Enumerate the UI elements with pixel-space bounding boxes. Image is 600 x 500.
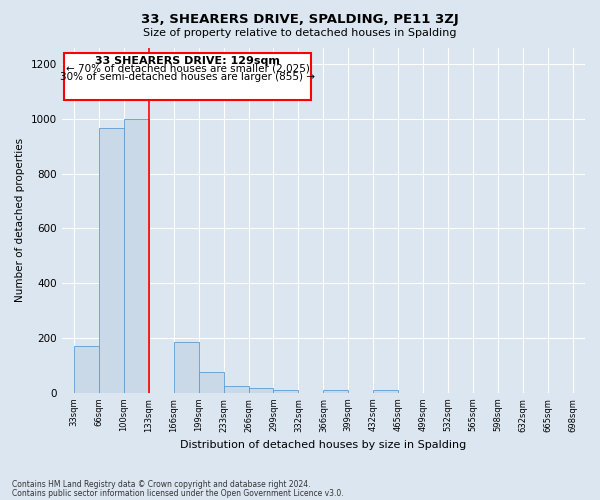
Bar <box>64 53 311 100</box>
Bar <box>74 346 99 393</box>
Text: Size of property relative to detached houses in Spalding: Size of property relative to detached ho… <box>143 28 457 38</box>
Text: 33 SHEARERS DRIVE: 129sqm: 33 SHEARERS DRIVE: 129sqm <box>95 56 280 66</box>
Text: Contains HM Land Registry data © Crown copyright and database right 2024.: Contains HM Land Registry data © Crown c… <box>12 480 311 489</box>
Bar <box>174 342 199 393</box>
Bar <box>224 386 248 393</box>
Bar <box>373 390 398 393</box>
Bar <box>124 119 149 393</box>
Bar <box>99 128 124 393</box>
Text: Contains public sector information licensed under the Open Government Licence v3: Contains public sector information licen… <box>12 488 344 498</box>
Bar <box>248 388 274 393</box>
X-axis label: Distribution of detached houses by size in Spalding: Distribution of detached houses by size … <box>180 440 466 450</box>
Bar <box>323 390 348 393</box>
Text: ← 70% of detached houses are smaller (2,025): ← 70% of detached houses are smaller (2,… <box>65 64 310 74</box>
Bar <box>199 372 224 393</box>
Text: 30% of semi-detached houses are larger (855) →: 30% of semi-detached houses are larger (… <box>60 72 315 82</box>
Text: 33, SHEARERS DRIVE, SPALDING, PE11 3ZJ: 33, SHEARERS DRIVE, SPALDING, PE11 3ZJ <box>141 12 459 26</box>
Y-axis label: Number of detached properties: Number of detached properties <box>15 138 25 302</box>
Bar <box>274 390 298 393</box>
